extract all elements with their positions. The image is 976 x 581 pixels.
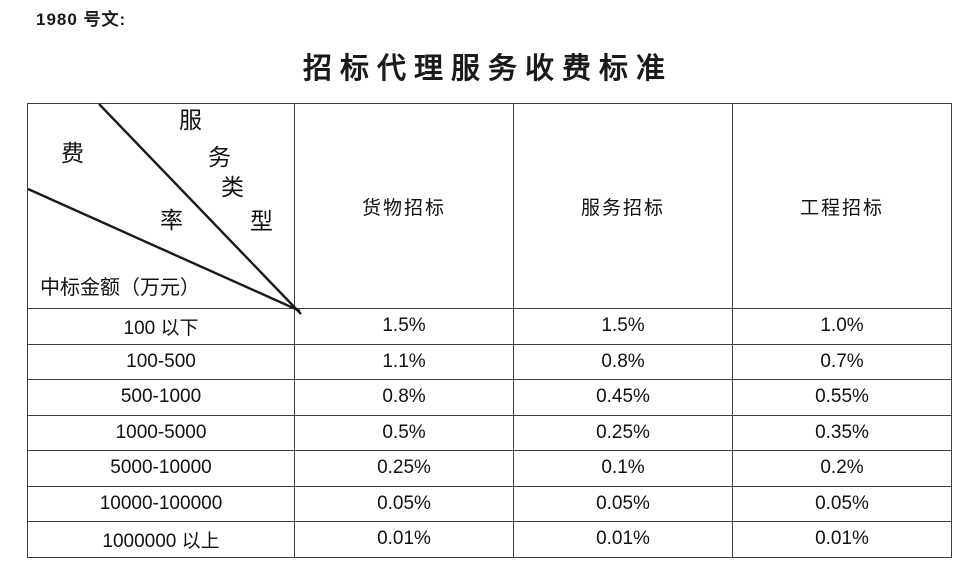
fee-value-cell: 0.45%: [513, 379, 733, 416]
corner-service-type-char: 型: [250, 209, 273, 234]
row-header: 1000000 以上: [27, 521, 295, 558]
table-row: 1000000 以上 0.01% 0.01% 0.01%: [27, 521, 952, 558]
fee-value-cell: 0.8%: [294, 379, 514, 416]
table-row: 100 以下 1.5% 1.5% 1.0%: [27, 308, 952, 345]
table-row: 5000-10000 0.25% 0.1% 0.2%: [27, 450, 952, 487]
fee-value-cell: 1.5%: [294, 308, 514, 345]
fee-value-cell: 1.5%: [513, 308, 733, 345]
fee-value-cell: 1.1%: [294, 343, 514, 380]
corner-bid-amount-label: 中标金额（万元）: [40, 277, 200, 299]
fee-value-cell: 0.55%: [732, 379, 952, 416]
table-row: 100-500 1.1% 0.8% 0.7%: [27, 343, 952, 380]
diagonal-line-upper: [98, 103, 302, 315]
corner-diagonal-lines: [27, 103, 302, 315]
table-row: 1000-5000 0.5% 0.25% 0.35%: [27, 414, 952, 451]
fee-table-container: 服 务 类 型 费 率 中标金额（万元） 货物招标 服务招标 工程招标 100 …: [27, 103, 952, 558]
fee-value-cell: 0.01%: [513, 521, 733, 558]
row-header: 1000-5000: [27, 414, 295, 451]
corner-fee-rate-char: 率: [160, 208, 183, 233]
column-header-goods: 货物招标: [294, 103, 514, 309]
fee-value-cell: 0.1%: [513, 450, 733, 487]
page-title: 招标代理服务收费标准: [302, 53, 673, 85]
fee-value-cell: 0.01%: [732, 521, 952, 558]
diagonal-line-lower: [27, 187, 301, 313]
corner-service-type-char: 类: [221, 175, 244, 200]
fee-value-cell: 0.8%: [513, 343, 733, 380]
row-header: 500-1000: [27, 379, 295, 416]
row-header: 5000-10000: [27, 450, 295, 487]
table-row: 10000-100000 0.05% 0.05% 0.05%: [27, 485, 952, 522]
corner-fee-rate-char: 费: [61, 141, 84, 166]
corner-service-type-char: 服: [179, 108, 202, 133]
row-header: 10000-100000: [27, 485, 295, 522]
fee-value-cell: 0.35%: [732, 414, 952, 451]
fee-value-cell: 0.25%: [294, 450, 514, 487]
fee-value-cell: 0.25%: [513, 414, 733, 451]
fee-value-cell: 0.05%: [513, 485, 733, 522]
fee-value-cell: 0.7%: [732, 343, 952, 380]
fee-value-cell: 0.05%: [732, 485, 952, 522]
fee-value-cell: 0.2%: [732, 450, 952, 487]
fee-value-cell: 1.0%: [732, 308, 952, 345]
fee-table: 服 务 类 型 费 率 中标金额（万元） 货物招标 服务招标 工程招标 100 …: [27, 103, 952, 558]
fee-value-cell: 0.05%: [294, 485, 514, 522]
fee-value-cell: 0.01%: [294, 521, 514, 558]
column-header-works: 工程招标: [732, 103, 952, 309]
column-header-services: 服务招标: [513, 103, 733, 309]
corner-service-type-char: 务: [208, 145, 231, 170]
row-header: 100 以下: [27, 308, 295, 345]
fee-value-cell: 0.5%: [294, 414, 514, 451]
row-header: 100-500: [27, 343, 295, 380]
doc-reference-label: 1980 号文:: [36, 10, 127, 29]
table-header-row: 服 务 类 型 费 率 中标金额（万元） 货物招标 服务招标 工程招标: [27, 103, 952, 315]
table-row: 500-1000 0.8% 0.45% 0.55%: [27, 379, 952, 416]
corner-header-cell: 服 务 类 型 费 率 中标金额（万元）: [27, 103, 302, 315]
